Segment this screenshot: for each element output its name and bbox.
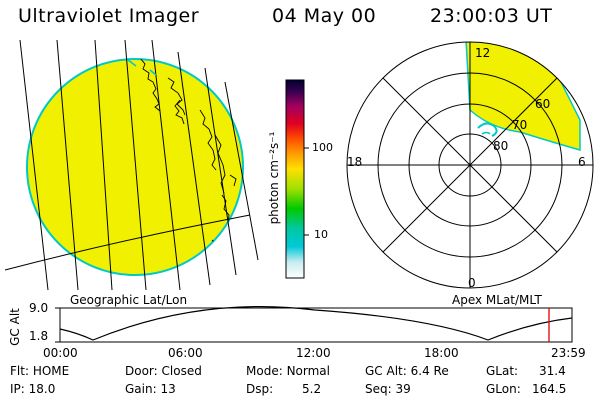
altitude-plot-frame [59,307,573,343]
info-glat-key: GLat: [486,364,519,378]
altitude-curve [59,306,573,341]
mlt-label-6: 6 [578,155,586,169]
polar-plot [346,41,594,289]
info-seq: Seq: 39 [365,382,411,396]
mlat-label-70: 70 [512,118,528,132]
mlt-label-18: 18 [347,155,363,169]
info-mode-key: Mode: [246,364,283,378]
info-door-key: Door: [125,364,158,378]
colorbar [285,79,309,279]
info-door-value: Closed [161,364,202,378]
info-glon-key: GLon: [486,382,521,396]
xtick-0000: 00:00 [43,346,78,360]
geographic-image [4,39,259,290]
info-dsp-key: Dsp: [246,382,274,396]
mlt-label-0: 0 [468,276,476,290]
xtick-1200: 12:00 [296,346,331,360]
info-glon: GLon: 164.5 [486,382,566,396]
info-door: Door: Closed [125,364,202,378]
info-gcalt-key: GC Alt: [365,364,407,378]
xtick-2359: 23:59 [551,346,586,360]
date-label: 04 May 00 [272,5,377,27]
longitude-lines [19,39,259,290]
info-mode-value: Normal [286,364,330,378]
polar-spokes [347,42,593,288]
apex-panel-label: Apex MLat/MLT [452,293,542,307]
info-gain-value: 13 [160,382,176,396]
globe-disk [26,58,244,276]
info-gain-key: Gain: [125,382,157,396]
info-dsp-value: 5.2 [302,382,322,396]
altitude-ymax: 9.0 [29,301,49,315]
image-edge-marks [127,59,157,76]
time-label: 23:00:03 UT [430,5,553,27]
info-seq-value: 39 [395,382,411,396]
altitude-ymin: 1.8 [29,329,49,343]
info-glat-value: 31.4 [539,364,566,378]
info-gcalt: GC Alt: 6.4 Re [365,364,449,378]
info-glat: GLat: 31.4 [486,364,566,378]
mlat-label-80: 80 [493,139,509,153]
colorbar-tick-100: 100 [312,141,333,154]
info-glon-value: 164.5 [532,382,567,396]
colorbar-tick-10: 10 [314,228,328,241]
mlt-label-12: 12 [475,46,491,60]
instrument-title: Ultraviolet Imager [18,5,200,27]
info-seq-key: Seq: [365,382,392,396]
info-flt-value: HOME [32,364,70,378]
altitude-plot [55,306,573,343]
info-ip-value: 18.0 [28,382,56,396]
latitude-line [4,214,251,271]
info-flt-key: Flt: [10,364,29,378]
info-gain: Gain: 13 [125,382,176,396]
colorbar-gradient [285,79,305,279]
xtick-0600: 06:00 [168,346,203,360]
info-flt: Flt: HOME [10,364,69,378]
geographic-panel-label: Geographic Lat/Lon [70,293,188,307]
info-dsp: Dsp: 5.2 [246,382,321,396]
info-ip-key: IP: [10,382,25,396]
xtick-1800: 18:00 [424,346,459,360]
mlat-label-60: 60 [535,97,551,111]
info-gcalt-value: 6.4 Re [410,364,449,378]
info-ip: IP: 18.0 [10,382,55,396]
info-mode: Mode: Normal [246,364,330,378]
